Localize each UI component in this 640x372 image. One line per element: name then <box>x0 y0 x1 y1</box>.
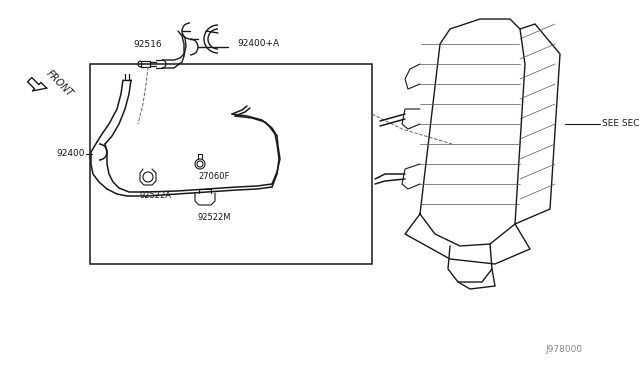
Text: 92522A: 92522A <box>140 191 172 200</box>
Bar <box>90 64 372 264</box>
Text: FRONT: FRONT <box>44 69 75 99</box>
Text: 92400+A: 92400+A <box>237 38 279 48</box>
Text: 27060F: 27060F <box>198 172 229 181</box>
Text: SEE SEC.270: SEE SEC.270 <box>602 119 640 128</box>
Text: J978000: J978000 <box>545 345 582 354</box>
Text: 92522M: 92522M <box>197 213 230 222</box>
Text: 92400: 92400 <box>56 150 85 158</box>
Text: 92516: 92516 <box>133 40 162 49</box>
